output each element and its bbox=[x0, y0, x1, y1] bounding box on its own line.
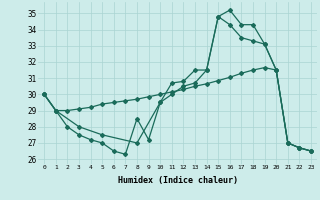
X-axis label: Humidex (Indice chaleur): Humidex (Indice chaleur) bbox=[118, 176, 238, 185]
